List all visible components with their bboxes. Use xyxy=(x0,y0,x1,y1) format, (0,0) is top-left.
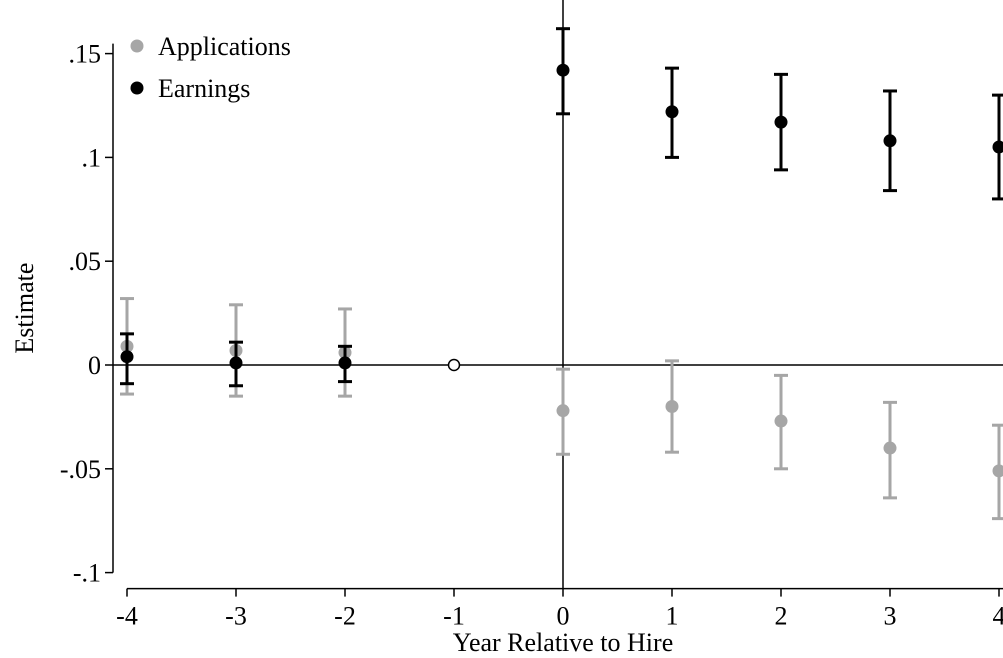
y-tick-label: -.1 xyxy=(73,559,101,588)
y-axis-title: Estimate xyxy=(10,263,39,354)
data-point xyxy=(556,63,570,77)
data-point xyxy=(665,400,679,414)
x-tick-label: 4 xyxy=(993,602,1003,631)
x-tick-label: -2 xyxy=(334,602,356,631)
y-tick-label: .1 xyxy=(82,143,102,172)
legend-label: Earnings xyxy=(158,74,250,103)
data-point xyxy=(992,140,1003,154)
data-point xyxy=(338,356,352,370)
axes: -.1 -.05 0 .05 .1 .15 -4 -3 -2 -1 0 1 2 3 4 xyxy=(60,40,1003,631)
data-point xyxy=(556,404,570,418)
x-tick-label: 0 xyxy=(557,602,570,631)
data-point xyxy=(774,414,788,428)
data-point xyxy=(665,105,679,119)
data-point xyxy=(992,464,1003,478)
legend-marker xyxy=(130,81,144,95)
x-tick-label: -3 xyxy=(225,602,247,631)
x-tick-label: -4 xyxy=(116,602,138,631)
data-point xyxy=(883,134,897,148)
series-layer xyxy=(120,27,1003,521)
x-tick-label: 1 xyxy=(666,602,679,631)
data-point xyxy=(774,115,788,129)
x-tick-label: 3 xyxy=(884,602,897,631)
data-point xyxy=(229,356,243,370)
y-tick-label: -.05 xyxy=(60,455,101,484)
omitted-point xyxy=(447,358,461,372)
series-earnings xyxy=(120,27,1003,388)
y-tick-label: .05 xyxy=(69,247,102,276)
x-axis-title: Year Relative to Hire xyxy=(453,628,673,657)
data-point xyxy=(120,350,134,364)
legend-label: Applications xyxy=(158,32,291,61)
x-tick-label: 2 xyxy=(775,602,788,631)
y-tick-label: .15 xyxy=(69,40,102,69)
data-point xyxy=(883,441,897,455)
series-applications xyxy=(120,297,1003,521)
legend-marker xyxy=(130,39,144,53)
x-tick-label: -1 xyxy=(443,602,465,631)
legend: Applications Earnings xyxy=(130,32,291,103)
y-tick-label: 0 xyxy=(88,351,101,380)
